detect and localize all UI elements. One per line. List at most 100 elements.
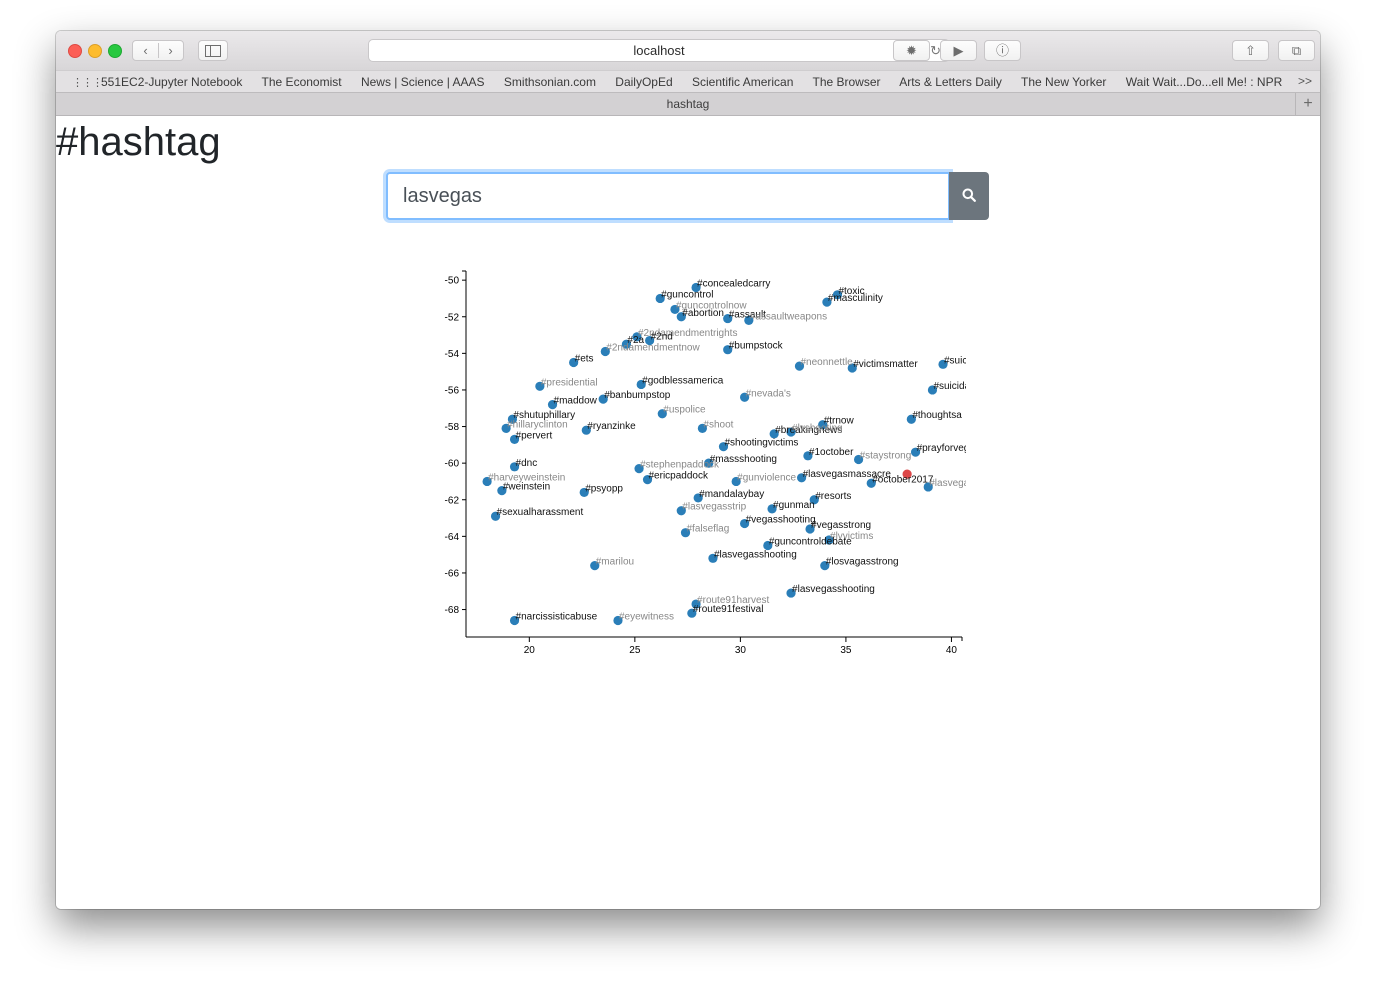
data-point [769,429,779,439]
data-point [796,473,807,483]
x-tick-label: 40 [946,645,958,656]
data-point [786,427,796,437]
data-point [822,297,832,307]
bookmark-item[interactable]: Wait Wait...Do...ell Me! : NPR [1125,75,1283,89]
data-label: #harveyweinstein [488,472,565,483]
data-label: #breakingnews [775,425,842,436]
data-label: #route91festival [693,604,764,615]
search-icon [962,188,976,202]
data-label: #2ndamendmentnow [606,343,700,354]
data-label: #trnow [824,416,855,427]
data-label: #lasvegas [929,478,966,489]
y-tick-label: -60 [445,459,460,470]
tab-title[interactable]: hashtag [666,97,710,111]
bookmark-item[interactable]: Arts & Letters Daily [899,75,1002,89]
page-content: #hashtag -50 -52 -54 -56 -58 -60 -62 -64 -66 -68 2… [56,116,1320,909]
data-label: #vegasshooting [746,515,816,526]
data-label: #losvagasstrong [826,557,899,568]
extension-button-1[interactable]: ✹ [893,40,930,61]
data-label: #guncontrol [661,289,713,300]
data-point [824,535,834,545]
data-label: #shoot [703,419,733,430]
bookmark-item[interactable]: The Browser [812,75,881,89]
bookmark-item[interactable]: Smithsonian.com [503,75,596,89]
data-label: #shootingvictims [724,438,798,449]
extension-icon: ✹ [906,43,917,58]
data-point [535,381,545,391]
bookmark-list: 551EC2-Jupyter Notebook The Economist Ne… [101,75,1298,89]
address-text: localhost [633,43,685,58]
bookmarks-overflow-button[interactable]: >> [1297,74,1312,88]
data-point [490,511,501,521]
data-label: #banbumpstop [604,390,671,401]
data-label: #pervert [516,430,553,441]
data-label: #toxic [838,286,864,297]
data-point [670,304,680,315]
data-point [767,504,777,514]
data-point [910,447,921,457]
new-tab-button[interactable]: + [1295,93,1320,115]
address-bar[interactable]: localhost ↻ [368,39,950,62]
data-point [740,392,750,402]
forward-icon[interactable]: › [168,43,173,58]
data-point [923,482,933,492]
data-point [579,487,589,498]
share-button[interactable]: ⇧ [1232,40,1269,61]
data-label: #2a [627,335,644,346]
data-point [613,615,623,626]
data-label: #nevada's [746,388,791,399]
data-point [691,599,701,609]
data-point [509,462,520,472]
data-point [687,608,697,618]
search-button[interactable] [949,172,989,220]
data-point [723,313,733,324]
y-tick-label: -56 [445,385,460,396]
y-tick-label: -54 [445,349,460,360]
data-label: #prayforvegas [917,443,966,454]
data-label: #hillaryclinton [507,419,568,430]
data-label: #lasvegasshooting [792,584,875,595]
back-icon[interactable]: ‹ [143,43,148,58]
bookmark-item[interactable]: The Economist [261,75,342,89]
data-point [786,588,796,598]
data-point [866,478,876,488]
bookmark-item[interactable]: Scientific American [692,75,794,89]
data-label: #1october [809,447,854,458]
extension-button-2[interactable]: ▶ [940,40,977,61]
search-input[interactable] [386,172,950,220]
zoom-window-button[interactable] [108,44,122,58]
data-point [832,290,843,300]
sidebar-button[interactable] [198,40,228,61]
bookmark-item[interactable]: 551EC2-Jupyter Notebook [101,75,243,89]
minimize-window-button[interactable] [88,44,102,58]
bookmark-item[interactable]: DailyOpEd [615,75,673,89]
data-point [693,493,703,503]
data-label: #psyopp [585,483,623,494]
bookmark-item[interactable]: The New Yorker [1021,75,1107,89]
data-label: #thoughtsa [912,410,962,421]
x-tick-label: 25 [629,645,641,656]
bookmark-item[interactable]: News | Science | AAAS [360,75,485,89]
data-label: #falseflag [687,524,730,535]
data-point [482,476,492,487]
close-window-button[interactable] [68,44,82,58]
data-label: #stephenpaddock [640,460,720,471]
data-label: #masculinity [828,293,883,304]
data-point [645,335,655,346]
data-label: #uspolice [663,405,706,416]
tabs-button[interactable]: ⧉ [1278,40,1315,61]
data-point [547,399,558,410]
data-point [621,339,632,349]
data-point [847,363,857,373]
grid-icon[interactable]: ⋮⋮⋮ [72,77,103,89]
reload-icon[interactable]: ↻ [930,43,941,58]
sidebar-icon [205,45,221,57]
data-point [676,312,686,322]
data-label: #lasvegasstrip [682,502,746,513]
data-point [704,458,714,468]
data-label: #gunman [773,500,815,511]
x-tick-label: 35 [840,645,852,656]
browser-window: ‹ › localhost ↻ ✹ ▶ ⓘ ⇧ ⧉ ⋮⋮⋮ 551EC2-Jupy… [56,31,1320,909]
extension-button-3[interactable]: ⓘ [984,40,1021,61]
data-point [718,442,729,452]
